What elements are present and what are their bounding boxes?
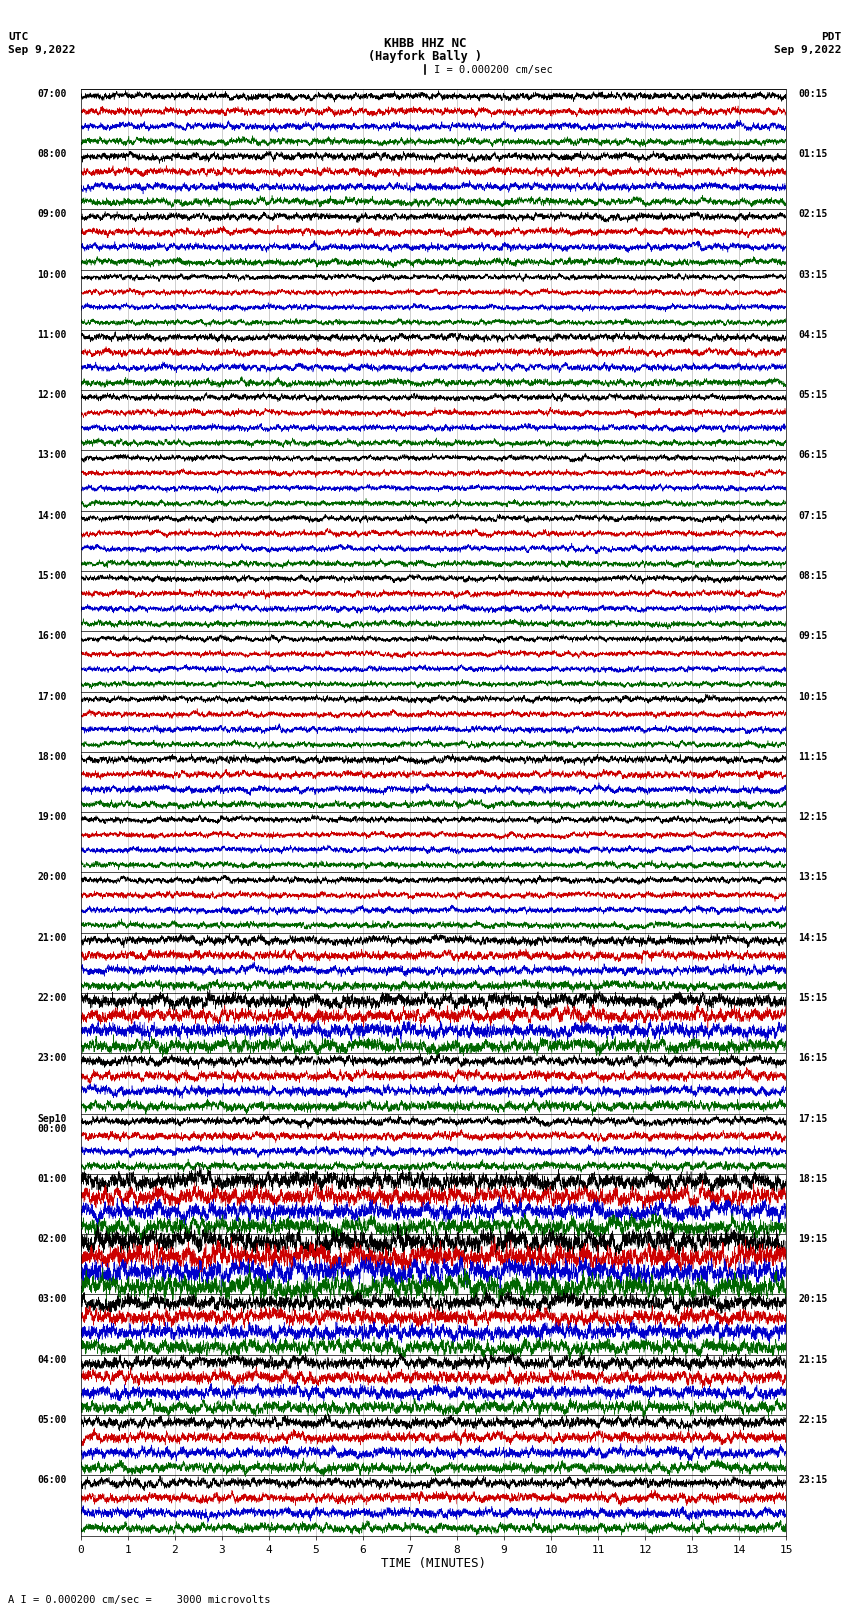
Text: 16:15: 16:15 (798, 1053, 827, 1063)
Text: 08:00: 08:00 (37, 148, 66, 160)
Text: 15:15: 15:15 (798, 994, 827, 1003)
Text: 01:00: 01:00 (37, 1174, 66, 1184)
Text: 11:00: 11:00 (37, 331, 66, 340)
Text: 20:00: 20:00 (37, 873, 66, 882)
Text: 07:15: 07:15 (798, 511, 827, 521)
Text: 06:00: 06:00 (37, 1476, 66, 1486)
Text: 20:15: 20:15 (798, 1294, 827, 1305)
Text: 12:15: 12:15 (798, 813, 827, 823)
Text: I = 0.000200 cm/sec: I = 0.000200 cm/sec (434, 65, 552, 74)
Text: 23:00: 23:00 (37, 1053, 66, 1063)
Text: UTC: UTC (8, 32, 29, 42)
Text: Sep 9,2022: Sep 9,2022 (8, 45, 76, 55)
Text: A I = 0.000200 cm/sec =    3000 microvolts: A I = 0.000200 cm/sec = 3000 microvolts (8, 1595, 271, 1605)
Text: 22:00: 22:00 (37, 994, 66, 1003)
Text: 10:15: 10:15 (798, 692, 827, 702)
Text: 19:15: 19:15 (798, 1234, 827, 1244)
Text: 18:15: 18:15 (798, 1174, 827, 1184)
Text: 17:00: 17:00 (37, 692, 66, 702)
Text: 03:00: 03:00 (37, 1294, 66, 1305)
Text: 00:15: 00:15 (798, 89, 827, 98)
Text: 04:00: 04:00 (37, 1355, 66, 1365)
Text: 05:00: 05:00 (37, 1415, 66, 1424)
Text: 09:15: 09:15 (798, 631, 827, 642)
Text: 18:00: 18:00 (37, 752, 66, 761)
Text: 02:15: 02:15 (798, 210, 827, 219)
Text: 08:15: 08:15 (798, 571, 827, 581)
Text: KHBB HHZ NC: KHBB HHZ NC (383, 37, 467, 50)
Text: 05:15: 05:15 (798, 390, 827, 400)
Text: 14:15: 14:15 (798, 932, 827, 942)
Text: 10:00: 10:00 (37, 269, 66, 279)
Text: 04:15: 04:15 (798, 331, 827, 340)
Text: 09:00: 09:00 (37, 210, 66, 219)
Text: 07:00: 07:00 (37, 89, 66, 98)
Text: 12:00: 12:00 (37, 390, 66, 400)
Text: 01:15: 01:15 (798, 148, 827, 160)
Text: 02:00: 02:00 (37, 1234, 66, 1244)
Text: 21:00: 21:00 (37, 932, 66, 942)
Text: 17:15: 17:15 (798, 1113, 827, 1124)
Text: 23:15: 23:15 (798, 1476, 827, 1486)
Text: 21:15: 21:15 (798, 1355, 827, 1365)
Text: 15:00: 15:00 (37, 571, 66, 581)
Text: 16:00: 16:00 (37, 631, 66, 642)
Text: Sep 9,2022: Sep 9,2022 (774, 45, 842, 55)
Text: 14:00: 14:00 (37, 511, 66, 521)
Text: 13:15: 13:15 (798, 873, 827, 882)
Text: 03:15: 03:15 (798, 269, 827, 279)
Text: 19:00: 19:00 (37, 813, 66, 823)
Text: 11:15: 11:15 (798, 752, 827, 761)
Text: 22:15: 22:15 (798, 1415, 827, 1424)
Text: 13:00: 13:00 (37, 450, 66, 460)
Text: Sep10
00:00: Sep10 00:00 (37, 1113, 66, 1134)
X-axis label: TIME (MINUTES): TIME (MINUTES) (381, 1558, 486, 1571)
Text: PDT: PDT (821, 32, 842, 42)
Text: (Hayfork Bally ): (Hayfork Bally ) (368, 50, 482, 63)
Text: 06:15: 06:15 (798, 450, 827, 460)
